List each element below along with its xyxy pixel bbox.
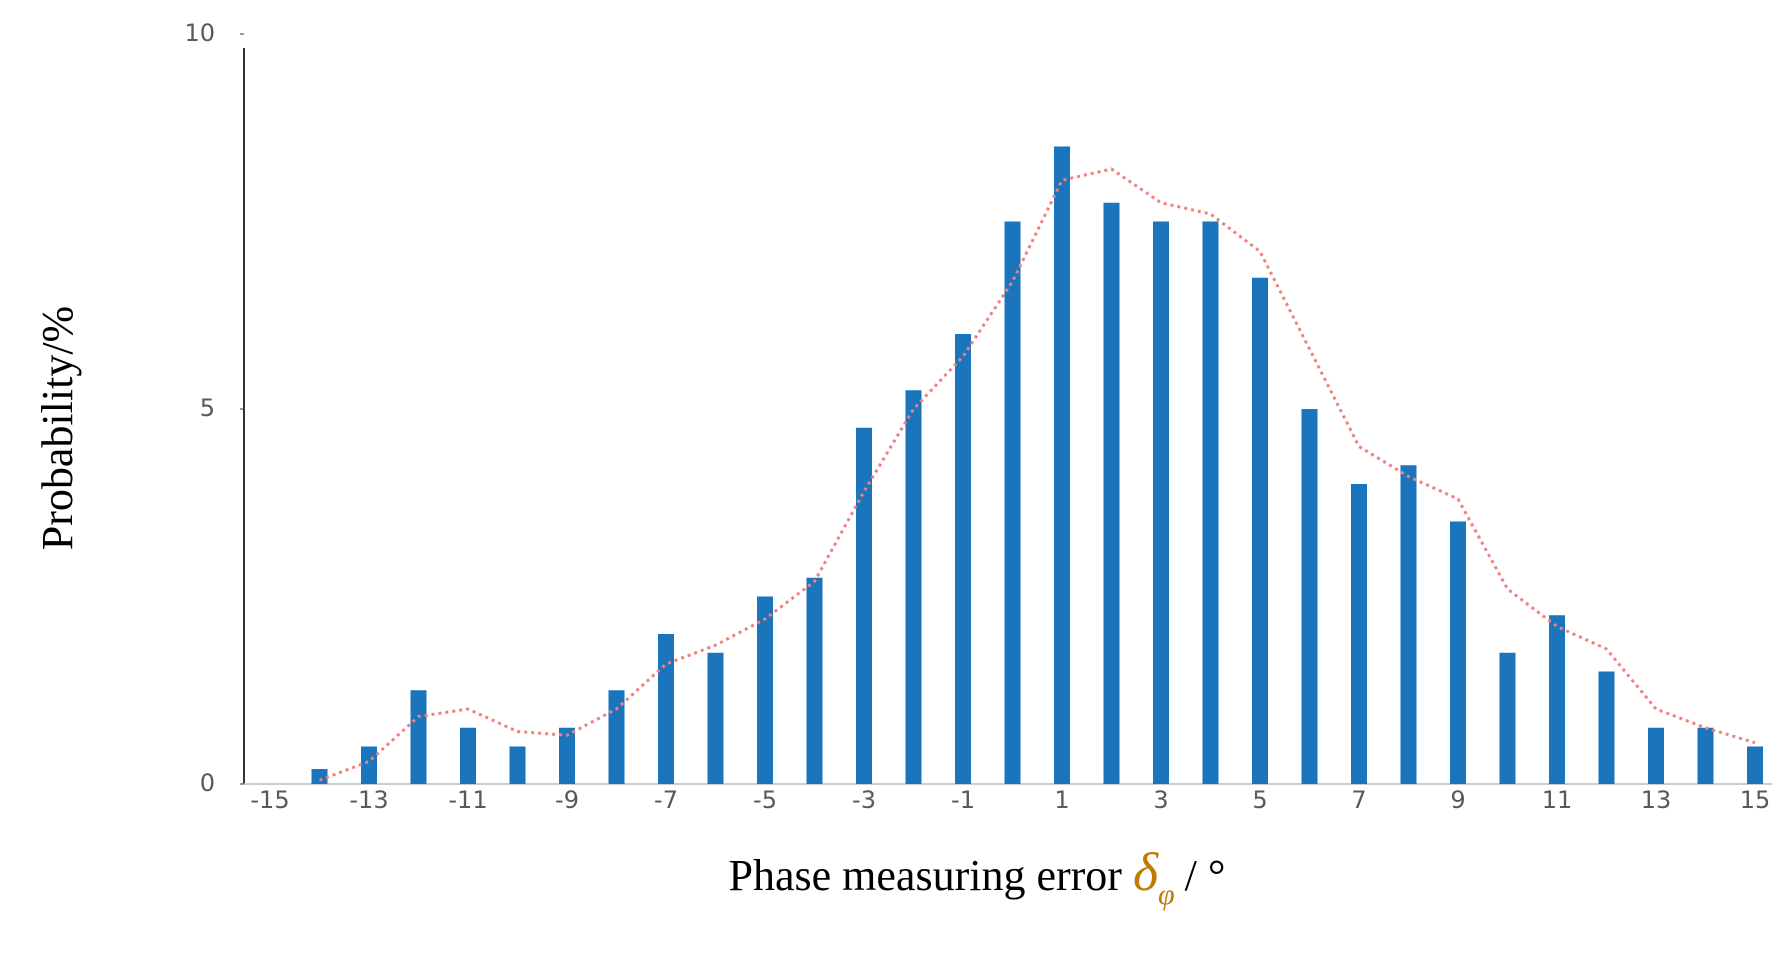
x-tick-label: -9	[555, 786, 579, 814]
bar	[608, 690, 625, 784]
bar	[1301, 409, 1318, 784]
x-axis-subscript: φ	[1158, 878, 1175, 911]
bar	[1697, 727, 1714, 784]
x-tick-label: 11	[1542, 786, 1573, 814]
bar	[1103, 202, 1120, 784]
x-tick-label: 13	[1641, 786, 1672, 814]
bar	[1450, 521, 1466, 784]
x-axis-title-text: Phase measuring error	[729, 851, 1123, 900]
bar	[1153, 221, 1169, 784]
x-tick-label: -11	[448, 786, 487, 814]
bar	[1400, 465, 1417, 784]
bar	[509, 746, 526, 784]
x-tick-label: 3	[1153, 786, 1168, 814]
y-tick-label: 10	[184, 19, 215, 47]
bar	[955, 334, 971, 784]
x-tick-label: -1	[951, 786, 975, 814]
bar	[1747, 746, 1763, 784]
bar	[1549, 615, 1565, 784]
y-tick-label: 0	[200, 769, 215, 797]
bar	[460, 727, 476, 784]
bar	[1202, 221, 1219, 784]
x-tick-label: 5	[1252, 786, 1267, 814]
x-tick-label: 9	[1450, 786, 1465, 814]
bar	[707, 652, 724, 784]
x-axis-title: Phase measuring error δφ / °	[729, 842, 1226, 911]
bar	[311, 769, 328, 784]
bar	[1648, 727, 1664, 784]
bar	[1252, 277, 1268, 784]
y-axis-title: Probability/%	[33, 306, 82, 550]
bar	[559, 727, 575, 784]
y-tick-label: 5	[200, 394, 215, 422]
bar	[1598, 671, 1615, 784]
bar	[905, 390, 922, 784]
bar	[1004, 221, 1021, 784]
bar	[1351, 484, 1367, 784]
bar	[757, 596, 773, 784]
x-tick-label: 1	[1054, 786, 1069, 814]
bar	[856, 427, 872, 784]
x-axis-symbol: δ	[1133, 842, 1159, 902]
x-tick-label: 7	[1351, 786, 1366, 814]
x-tick-label: -15	[250, 786, 289, 814]
bar	[1499, 652, 1516, 784]
x-tick-label: -7	[654, 786, 678, 814]
x-tick-label: 15	[1740, 786, 1771, 814]
bar	[658, 634, 674, 784]
trend-line	[318, 167, 1756, 782]
x-axis-unit: / °	[1185, 851, 1226, 900]
bar	[361, 746, 377, 784]
bar	[410, 690, 427, 784]
bar	[1054, 146, 1070, 784]
x-tick-label: -5	[753, 786, 777, 814]
x-tick-label: -3	[852, 786, 876, 814]
bar	[806, 577, 823, 784]
x-tick-label: -13	[349, 786, 388, 814]
